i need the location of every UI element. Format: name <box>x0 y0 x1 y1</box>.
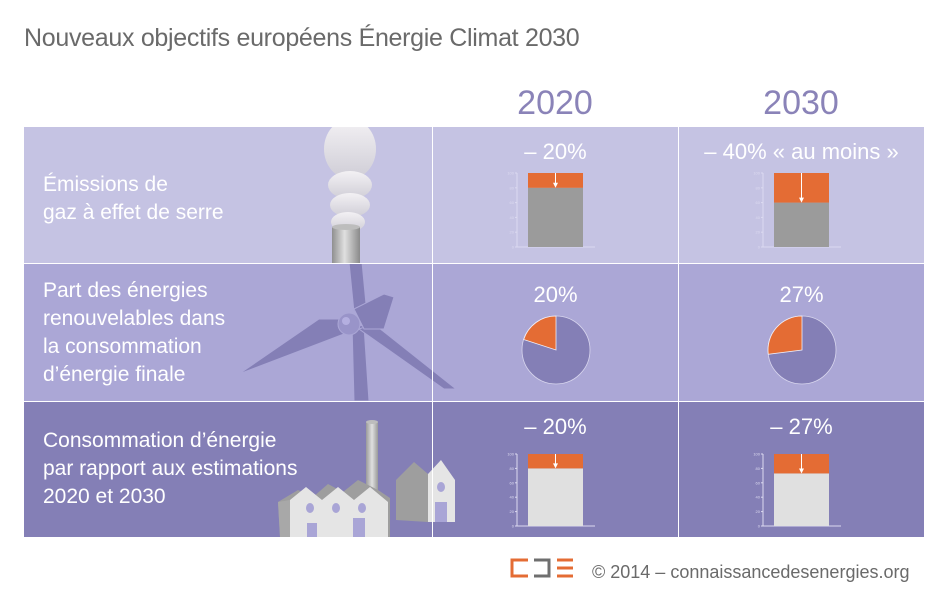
bar-chart: 0 20 40 60 80 100 <box>753 452 841 529</box>
y-tick-label: 0 <box>512 524 515 529</box>
bar-chart: 0 20 40 60 80 100 <box>507 171 595 250</box>
y-tick-label: 20 <box>510 230 515 235</box>
y-tick-label: 60 <box>756 480 761 485</box>
y-tick-label: 0 <box>512 245 515 250</box>
value-label: 20% <box>533 282 578 307</box>
row-label-emissions: Émissions de gaz à effet de serre <box>43 171 224 227</box>
bar-remaining <box>528 187 583 247</box>
reduction-arrow-head <box>799 468 804 474</box>
column-divider <box>432 127 433 537</box>
y-tick-label: 80 <box>756 185 761 190</box>
row-label-consumption: Consommation d’énergie par rapport aux e… <box>43 427 297 511</box>
cell-consumption-2030: – 27% 0 20 40 60 80 100 <box>679 402 924 537</box>
y-tick-label: 60 <box>510 200 515 205</box>
y-tick-label: 20 <box>756 230 761 235</box>
cell-renewables-2030: 27% <box>679 264 924 401</box>
y-tick-label: 20 <box>756 509 761 514</box>
bar-chart: 0 20 40 60 80 100 <box>753 171 841 250</box>
pie-chart <box>767 315 837 385</box>
label-line: d’énergie finale <box>43 363 186 386</box>
y-tick-label: 100 <box>507 452 514 457</box>
value-label: – 40% « au moins » <box>704 139 899 164</box>
y-tick-label: 80 <box>510 466 515 471</box>
bar-remaining <box>774 473 829 526</box>
y-tick-label: 80 <box>510 185 515 190</box>
smokestack-icon <box>324 127 376 263</box>
y-tick-label: 100 <box>753 452 760 457</box>
cell-renewables-2020: 20% <box>433 264 678 401</box>
column-header-2030: 2030 <box>763 84 839 122</box>
column-divider <box>678 127 679 537</box>
y-tick-label: 60 <box>756 200 761 205</box>
y-tick-label: 20 <box>510 509 515 514</box>
copyright-text: © 2014 – connaissancedesenergies.org <box>592 562 910 582</box>
row-divider <box>24 401 924 402</box>
cell-consumption-2020: – 20% 0 20 40 60 80 100 <box>433 402 678 537</box>
label-line: gaz à effet de serre <box>43 201 224 224</box>
cell-emissions-2020: – 20% 0 20 40 60 80 100 <box>433 127 678 263</box>
pie-slice-renewables <box>523 315 557 351</box>
y-tick-label: 40 <box>510 495 515 500</box>
y-tick-label: 40 <box>756 215 761 220</box>
cde-logo <box>510 558 573 578</box>
y-tick-label: 60 <box>510 480 515 485</box>
reduction-arrow-head <box>553 182 558 188</box>
bar-chart: 0 20 40 60 80 100 <box>507 452 595 529</box>
label-line: renouvelables dans <box>43 307 226 330</box>
value-label: – 27% <box>770 414 833 439</box>
y-tick-label: 40 <box>756 495 761 500</box>
row-label-renewables: Part des énergies renouvelables dans la … <box>43 277 225 389</box>
value-label: – 20% <box>524 414 587 439</box>
y-tick-label: 40 <box>510 215 515 220</box>
cell-emissions-2030: – 40% « au moins » 0 20 40 60 80 100 <box>679 127 924 263</box>
label-line: par rapport aux estimations <box>43 457 298 480</box>
objectives-table: Émissions de gaz à effet de serre Part d… <box>24 127 924 537</box>
wind-turbine-icon <box>238 264 456 401</box>
row-divider <box>24 263 924 264</box>
pie-slice-renewables <box>767 315 803 355</box>
column-header-2020: 2020 <box>517 84 593 122</box>
reduction-arrow-head <box>799 197 804 203</box>
label-line: Émissions de <box>43 173 168 196</box>
value-label: 27% <box>779 282 824 307</box>
bar-remaining <box>774 202 829 247</box>
pie-chart <box>521 315 591 385</box>
y-tick-label: 100 <box>507 171 514 176</box>
y-tick-label: 0 <box>758 245 761 250</box>
label-line: Consommation d’énergie <box>43 429 277 452</box>
value-label: – 20% <box>524 139 587 164</box>
label-line: la consommation <box>43 335 202 358</box>
page-title: Nouveaux objectifs européens Énergie Cli… <box>24 24 580 52</box>
bar-remaining <box>528 468 583 526</box>
reduction-arrow-head <box>553 463 558 469</box>
label-line: 2020 et 2030 <box>43 485 166 508</box>
y-tick-label: 80 <box>756 466 761 471</box>
y-tick-label: 0 <box>758 524 761 529</box>
y-tick-label: 100 <box>753 171 760 176</box>
label-line: Part des énergies <box>43 279 208 302</box>
factory-icon <box>278 420 455 537</box>
